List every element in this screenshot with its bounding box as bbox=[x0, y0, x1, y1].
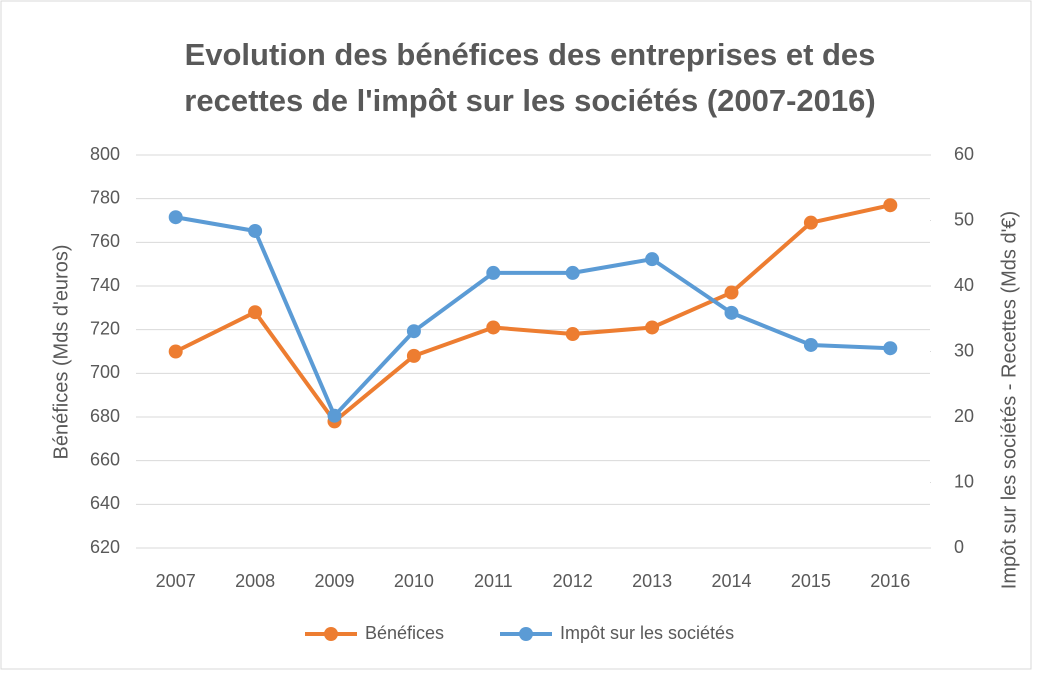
point bbox=[803, 337, 818, 352]
x-tick-label: 2015 bbox=[791, 571, 831, 591]
x-tick-label: 2011 bbox=[474, 571, 513, 591]
y-axis-label: Bénéfices (Mds d'euros) bbox=[50, 244, 72, 459]
x-tick-label: 2010 bbox=[394, 571, 434, 591]
point bbox=[724, 285, 739, 300]
x-tick-label: 2009 bbox=[314, 571, 354, 591]
point bbox=[565, 265, 580, 280]
x-tick-label: 2014 bbox=[711, 571, 751, 591]
point bbox=[486, 320, 501, 335]
point bbox=[883, 341, 898, 356]
x-tick-label: 2012 bbox=[553, 571, 593, 591]
point bbox=[565, 327, 580, 342]
y-tick-label: 760 bbox=[90, 231, 120, 251]
point bbox=[168, 210, 183, 225]
y-tick-label: 660 bbox=[90, 449, 120, 469]
y2-tick-label: 40 bbox=[954, 275, 974, 295]
series-line bbox=[174, 203, 891, 424]
y2-tick-label: 10 bbox=[954, 471, 974, 491]
point bbox=[248, 305, 263, 320]
y2-tick-label: 50 bbox=[954, 209, 974, 229]
point bbox=[803, 215, 818, 230]
y-tick-label: 800 bbox=[90, 144, 120, 164]
point bbox=[406, 348, 421, 363]
legend-label: Bénéfices bbox=[365, 623, 444, 643]
legend-marker bbox=[324, 627, 338, 641]
y2-tick-label: 60 bbox=[954, 144, 974, 164]
y2-axis-label: Impôt sur les sociétés - Recettes (Mds d… bbox=[998, 211, 1020, 589]
point bbox=[406, 324, 421, 339]
legend-label: Impôt sur les sociétés bbox=[560, 623, 734, 643]
y2-tick-label: 30 bbox=[954, 340, 974, 360]
y2-tick-label: 20 bbox=[954, 406, 974, 426]
series-line bbox=[175, 215, 891, 418]
y-tick-label: 640 bbox=[90, 493, 120, 513]
point bbox=[486, 265, 501, 280]
point bbox=[645, 320, 660, 335]
chart-title: Evolution des bénéfices des entreprises … bbox=[184, 37, 876, 118]
y-tick-label: 740 bbox=[90, 275, 120, 295]
x-tick-label: 2008 bbox=[235, 571, 275, 591]
y-tick-label: 780 bbox=[90, 187, 120, 207]
y-tick-label: 620 bbox=[90, 537, 120, 557]
point bbox=[645, 252, 660, 267]
x-tick-label: 2013 bbox=[632, 571, 672, 591]
x-tick-label: 2016 bbox=[870, 571, 910, 591]
point bbox=[724, 305, 739, 320]
y-tick-label: 680 bbox=[90, 406, 120, 426]
point bbox=[168, 344, 183, 359]
y2-tick-label: 0 bbox=[954, 537, 964, 557]
legend-marker bbox=[519, 627, 533, 641]
point bbox=[883, 198, 898, 213]
point bbox=[327, 408, 342, 423]
point bbox=[248, 223, 263, 238]
x-tick-label: 2007 bbox=[156, 571, 196, 591]
y-tick-label: 700 bbox=[90, 362, 120, 382]
y-tick-label: 720 bbox=[90, 318, 120, 338]
